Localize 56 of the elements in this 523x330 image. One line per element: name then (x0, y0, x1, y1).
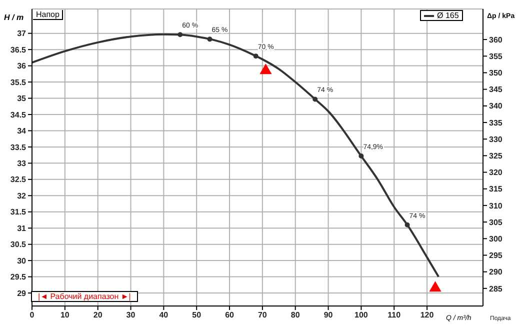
y2-tick-label: 340 (489, 102, 503, 111)
y2-tick-label: 330 (489, 134, 503, 144)
x-tick-label: 20 (93, 310, 103, 320)
y2-tick-label: 355 (489, 52, 503, 61)
y-tick-label: 36.5 (10, 45, 27, 54)
legend-label: Ø 165 (437, 11, 459, 20)
point (312, 96, 318, 102)
x-tick-label: 70 (258, 310, 268, 320)
y2-tick-label: 335 (489, 118, 503, 128)
y2-tick-label: 325 (489, 152, 503, 161)
chart-title: Напор (33, 10, 64, 20)
y-tick-label: 34 (17, 126, 27, 136)
y2-tick-label: 360 (489, 35, 503, 44)
y2-tick-label: 295 (489, 251, 503, 260)
x-tick-label: 90 (324, 310, 334, 320)
y2-tick-label: 285 (489, 284, 503, 294)
point (404, 222, 410, 228)
y-tick-label: 35.5 (10, 78, 27, 87)
y-tick-label: 37 (17, 29, 27, 38)
y-tick-label: 30 (17, 256, 27, 266)
y-tick-label: 31.5 (10, 208, 27, 217)
point (429, 281, 442, 292)
y-tick-label: 33 (17, 159, 27, 168)
annotation: |◄ Рабочий диапазон ►| (31, 291, 138, 302)
y2-tick-label: 345 (489, 85, 503, 94)
y2-tick-label: 320 (489, 168, 503, 178)
x-tick-label: 40 (159, 310, 169, 320)
y-tick-label: 33.5 (10, 142, 27, 152)
point (178, 32, 183, 38)
y-tick-label: 29 (17, 288, 27, 298)
y-tick-label: 29.5 (10, 272, 27, 282)
y-tick-label: 31 (17, 224, 27, 233)
y2-tick-label: 310 (489, 201, 503, 210)
x-tick-label: 100 (354, 310, 368, 320)
y-axis-title: H / m (4, 13, 24, 22)
y-tick-label: 30.5 (10, 240, 27, 250)
y-tick-label: 34.5 (10, 110, 27, 120)
point (358, 154, 364, 159)
y-tick-label: 32.5 (10, 175, 27, 184)
x-tick-label: 80 (290, 310, 300, 320)
x-tick-label: 50 (192, 310, 202, 320)
y2-tick-label: 350 (489, 68, 503, 78)
y2-tick-label: 290 (489, 268, 503, 277)
y-tick-label: 36 (17, 62, 27, 71)
x-tick-label: 0 (30, 310, 35, 320)
x-tick-label: 30 (126, 310, 136, 320)
y2-tick-label: 300 (489, 234, 503, 244)
line-series (32, 32, 440, 278)
x-tick-label: 10 (60, 310, 70, 320)
x-tick-label: 120 (420, 310, 434, 320)
y2-tick-label: 305 (489, 218, 503, 227)
y-tick-label: 32 (17, 191, 27, 200)
y2-tick-label: 315 (489, 184, 503, 194)
y-tick-label: 35 (17, 94, 27, 104)
x-tick-label: 110 (388, 310, 402, 320)
x-tick-label: 60 (225, 310, 235, 320)
